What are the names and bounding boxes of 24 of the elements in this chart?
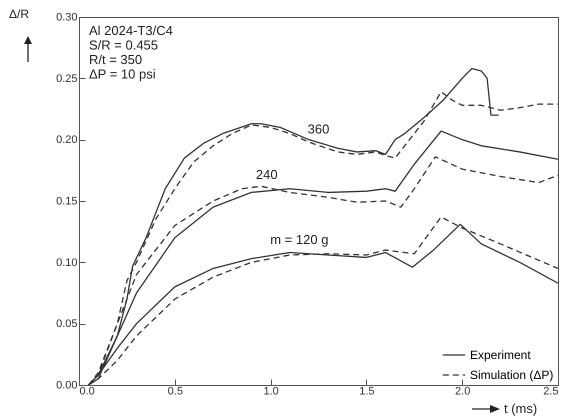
x-tick-label: 2.5 [543,386,558,398]
y-axis-title: Δ/R [8,7,30,21]
legend-label: Experiment [470,348,532,362]
y-tick-label: 0.15 [56,196,78,208]
y-tick-label: 0.30 [56,12,78,24]
y-tick-label: 0.05 [56,318,78,330]
x-tick-label: 1.0 [263,386,279,398]
x-tick-label: 1.5 [359,386,375,398]
x-axis-title: t (ms) [504,401,538,416]
y-tick-label: 0.00 [56,380,78,392]
y-tick-label: 0.20 [56,134,78,146]
annotation: ΔP = 10 psi [89,66,156,82]
legend-label: Simulation (ΔP) [470,368,554,382]
y-tick-label: 0.10 [56,256,78,269]
annotation: m = 120 g [270,232,328,248]
x-tick-label: 0.0 [80,386,95,398]
annotation: R/t = 350 [89,52,142,67]
annotation: Al 2024-T3/C4 [89,23,173,38]
x-tick-label: 0.5 [168,386,183,398]
annotation: 240 [256,167,278,182]
annotation: 360 [308,122,330,137]
x-tick-label: 2.0 [455,386,470,398]
annotation: S/R = 0.455 [89,38,158,52]
y-tick-label: 0.25 [56,72,78,85]
